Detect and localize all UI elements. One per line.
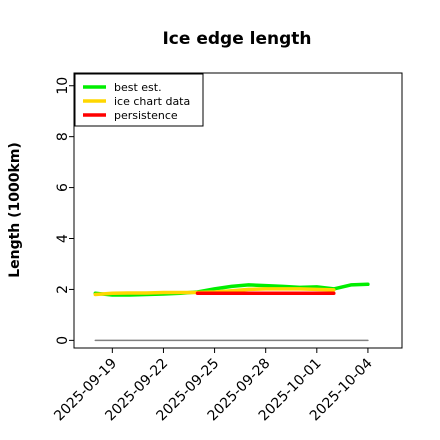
y-axis-label: Length (1000km) (7, 142, 23, 278)
chart-title: Ice edge length (162, 29, 311, 49)
series-layer (93, 282, 370, 342)
y-tick-label: 4 (55, 234, 71, 243)
legend-box (74, 73, 204, 127)
legend-label: best est. (114, 81, 162, 94)
y-axis: 0 2 4 6 8 10 (55, 77, 74, 345)
x-axis: 2025-09-192025-09-222025-09-252025-09-28… (51, 348, 376, 424)
y-tick-label: 6 (55, 183, 71, 192)
y-tick-label: 10 (55, 77, 71, 95)
legend-label: ice chart data (114, 95, 190, 108)
y-tick-label: 2 (55, 285, 71, 294)
legend-label: persistence (114, 109, 178, 122)
y-tick-label: 8 (55, 132, 71, 141)
plot-frame (73, 72, 403, 349)
y-tick-label: 0 (55, 336, 71, 345)
